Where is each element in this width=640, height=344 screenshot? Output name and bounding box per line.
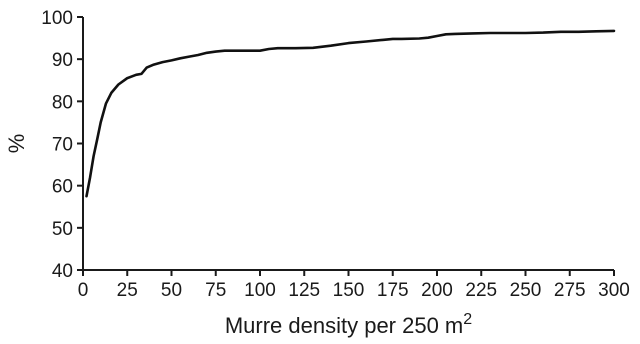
x-tick-label: 0 (78, 280, 89, 301)
y-axis-title: % (4, 134, 29, 154)
y-axis-ticks: 40 50 60 70 80 90 100 (41, 8, 83, 282)
x-tick-label: 25 (117, 280, 138, 301)
x-tick-label: 100 (244, 280, 276, 301)
y-tick-label: 70 (52, 135, 73, 156)
x-axis-ticks: 0 25 50 75 100 125 150 175 200 225 250 275 300 (78, 270, 630, 301)
y-tick-label: 50 (52, 219, 73, 240)
x-tick-label: 50 (161, 280, 182, 301)
x-axis-title: Murre density per 250 m2 (225, 311, 472, 338)
x-tick-label: 250 (510, 280, 542, 301)
y-tick-label: 80 (52, 92, 73, 113)
y-tick-label: 90 (52, 50, 73, 71)
x-axis-title-text: Murre density per 250 m (225, 313, 463, 338)
x-tick-label: 75 (205, 280, 226, 301)
x-tick-label: 125 (288, 280, 320, 301)
series-group (85, 29, 616, 198)
x-axis-title-superscript: 2 (463, 311, 472, 328)
x-tick-label: 300 (598, 280, 630, 301)
axes (82, 17, 614, 271)
x-tick-label: 225 (465, 280, 497, 301)
x-tick-label: 150 (333, 280, 365, 301)
x-tick-label: 275 (554, 280, 586, 301)
x-tick-label: 175 (377, 280, 409, 301)
y-tick-label: 100 (41, 8, 73, 29)
series-line (85, 29, 616, 198)
x-tick-label: 200 (421, 280, 453, 301)
y-tick-label: 60 (52, 177, 73, 198)
y-tick-label: 40 (52, 261, 73, 282)
